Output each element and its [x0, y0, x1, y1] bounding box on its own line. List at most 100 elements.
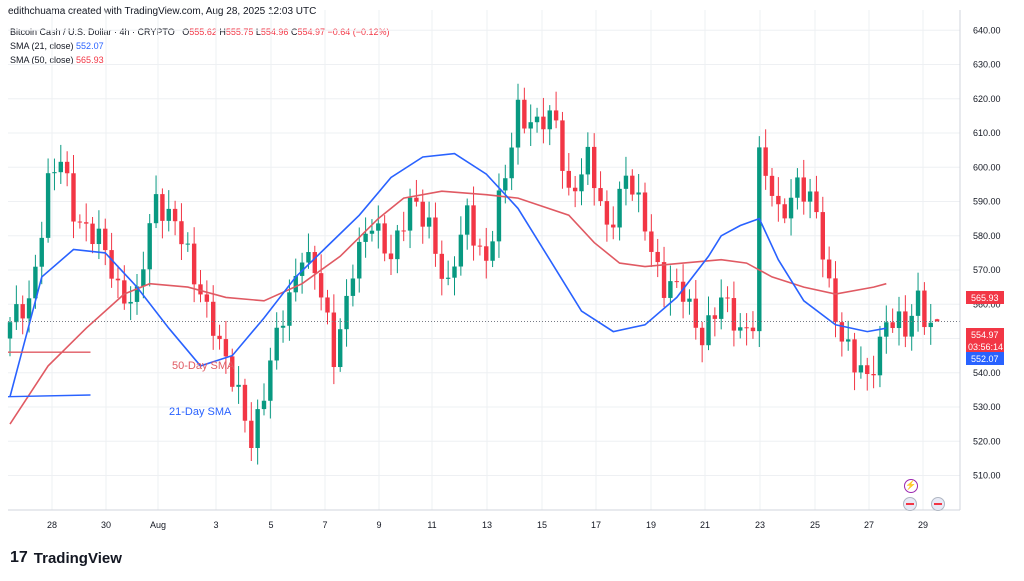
candle-body: [33, 266, 38, 299]
candle-body: [484, 246, 489, 261]
time-tick-label: 30: [101, 520, 111, 530]
candle-body: [617, 188, 622, 228]
time-tick-label: 13: [482, 520, 492, 530]
candle-body: [122, 280, 127, 304]
price-axis-badges: 565.93 554.97 03:56:14 552.07: [966, 291, 1004, 365]
candle-body: [458, 234, 464, 267]
candle-body: [363, 233, 368, 242]
candle-body: [782, 204, 787, 219]
lightning-icon[interactable]: ⚡: [904, 479, 918, 493]
candle-body: [541, 116, 546, 130]
candle-body: [750, 327, 756, 332]
candle-body: [331, 312, 337, 368]
close-value: 554.97: [297, 27, 325, 37]
candle-body: [344, 295, 349, 330]
candle-body: [712, 315, 718, 319]
candle-body: [731, 298, 737, 331]
candle-body: [280, 325, 286, 328]
candle-body: [503, 178, 508, 191]
candle-body: [788, 197, 794, 219]
candle-body: [350, 278, 356, 296]
candle-body: [96, 228, 102, 245]
candle-body: [312, 252, 317, 274]
candle-body: [52, 172, 57, 174]
low-label: L: [255, 27, 261, 37]
time-tick-label: 7: [322, 520, 327, 530]
candle-body: [274, 327, 279, 361]
tradingview-logo-text: TradingView: [33, 549, 122, 567]
sma50-annotation: 50-Day SMA: [172, 360, 235, 372]
open-label: O: [182, 27, 190, 37]
candle-body: [846, 339, 851, 342]
candle-body: [719, 297, 724, 319]
flag-event-icon[interactable]: [931, 497, 945, 511]
candle-body: [852, 339, 857, 373]
candle-body: [566, 170, 571, 188]
sma21-legend-row[interactable]: SMA (21, close) 552.07: [10, 39, 390, 53]
candle-body: [477, 245, 483, 247]
candle-body: [388, 253, 394, 260]
candle-body: [928, 322, 933, 328]
candle-body: [369, 230, 375, 234]
candle-body: [839, 322, 845, 342]
price-axis: 510.00520.00530.00540.00550.00560.00570.…: [959, 10, 1001, 510]
price-chart[interactable]: 50-Day SMA 21-Day SMA 510.00 520.00 530.00…: [0, 0, 1024, 545]
candle-body: [680, 281, 686, 302]
price-tick-label: 640.00: [973, 25, 1001, 35]
candle-body: [249, 420, 254, 448]
candle-body: [338, 329, 343, 368]
candle-body: [738, 327, 743, 331]
candle-body: [64, 161, 70, 174]
candle-body: [325, 297, 330, 313]
candle-body: [934, 319, 940, 322]
candle-body: [223, 339, 229, 357]
candle-body: [293, 275, 298, 293]
candle-body: [445, 277, 451, 279]
candle-body: [642, 192, 648, 232]
candle-body: [230, 356, 235, 387]
price-tick-label: 600.00: [973, 162, 1001, 172]
candle-body: [160, 194, 165, 221]
candle-body: [318, 273, 324, 298]
tradingview-logo[interactable]: 17 TradingView: [10, 549, 122, 567]
high-label: H: [219, 27, 226, 37]
candle-body: [77, 221, 83, 223]
candle-body: [858, 365, 864, 373]
candle-body: [426, 217, 432, 227]
candle-body: [217, 335, 222, 340]
candle-body: [769, 175, 775, 196]
candle-body: [211, 301, 216, 336]
candle-body: [890, 322, 895, 329]
flag-event-icon[interactable]: [903, 497, 917, 511]
candle-body: [655, 251, 660, 263]
candle-body: [261, 400, 267, 410]
sma50-legend-row[interactable]: SMA (50, close) 565.93: [10, 53, 390, 67]
candle-body: [141, 269, 146, 287]
tradingview-logo-mark: 17: [10, 549, 28, 566]
candle-body: [153, 194, 159, 224]
candle-body: [376, 223, 381, 231]
high-value: 555.75: [225, 27, 254, 37]
candle-body: [401, 230, 406, 232]
candle-body: [515, 99, 521, 148]
candle-body: [871, 374, 876, 376]
candle-body: [922, 290, 927, 328]
sma21-pointer-line: [7, 394, 91, 398]
candle-body: [865, 365, 870, 375]
candle-body: [103, 228, 108, 251]
candle-body: [39, 237, 44, 267]
price-tick-label: 530.00: [973, 402, 1001, 412]
candle-body: [630, 175, 635, 195]
candle-body: [185, 243, 190, 245]
candle-body: [191, 243, 197, 285]
candle-body: [433, 217, 438, 254]
moving-average-lines: [7, 152, 960, 425]
candle-body: [674, 281, 679, 283]
candle-body: [109, 250, 114, 279]
change-value: −0.64 (−0.12%): [327, 27, 390, 37]
candle-body: [395, 230, 400, 260]
candle-body: [801, 177, 806, 202]
price-badge-text: 554.97: [971, 330, 999, 340]
candlestick-series: [7, 83, 940, 465]
candle-body: [611, 224, 616, 228]
